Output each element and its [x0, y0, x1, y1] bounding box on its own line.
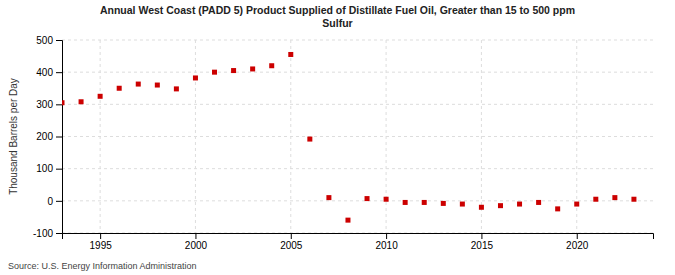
x-tick-mark	[195, 233, 196, 239]
grid-line-x	[195, 40, 196, 233]
y-tick-mark	[56, 40, 62, 41]
x-tick: 2005	[280, 233, 303, 251]
point	[536, 200, 541, 205]
point	[174, 86, 179, 91]
y-tick-label: 100	[36, 163, 53, 174]
y-tick: 200	[36, 131, 62, 142]
x-tick-label: 2015	[471, 240, 494, 251]
point	[498, 203, 503, 208]
point	[517, 202, 522, 207]
y-tick-label: 200	[36, 131, 53, 142]
y-tick: 0	[47, 196, 62, 207]
grid-line-x	[290, 40, 291, 233]
point	[62, 100, 65, 105]
point	[212, 70, 217, 75]
point	[136, 82, 141, 87]
point	[460, 202, 465, 207]
grid-line-y	[62, 40, 653, 41]
point	[422, 200, 427, 205]
grid-line-x	[100, 40, 101, 233]
y-tick-label: 500	[36, 35, 53, 46]
chart-svg: Annual West Coast (PADD 5) Product Suppl…	[0, 0, 675, 275]
x-tick-mark	[577, 233, 578, 239]
grid	[62, 40, 653, 233]
x-tick-label: 2005	[280, 240, 303, 251]
chart-container: Annual West Coast (PADD 5) Product Suppl…	[0, 0, 675, 275]
y-tick-mark	[56, 201, 62, 202]
chart-title: Annual West Coast (PADD 5) Product Suppl…	[100, 4, 575, 29]
y-tick: -100	[33, 228, 62, 239]
point	[193, 75, 198, 80]
x-tick: 2010	[375, 233, 398, 251]
y-tick-label: 0	[47, 196, 53, 207]
grid-line-y	[62, 200, 653, 201]
x-tick: 2020	[566, 233, 589, 251]
point	[117, 86, 122, 91]
y-tick-label: -100	[33, 228, 53, 239]
point	[631, 197, 636, 202]
point	[269, 63, 274, 68]
point	[365, 196, 370, 201]
x-tick: 1995	[90, 233, 113, 251]
x-tick-mark	[100, 233, 101, 239]
point	[345, 218, 350, 223]
point	[250, 66, 255, 71]
chart-title-line: Sulfur	[322, 17, 352, 29]
x-axis: 1995 2000 2005 2010 2015 2020	[63, 233, 654, 251]
grid-line-y	[62, 136, 653, 137]
x-axis-line	[63, 234, 654, 240]
x-tick-label: 2010	[375, 240, 398, 251]
y-tick-label: 400	[36, 67, 53, 78]
point	[384, 197, 389, 202]
point	[574, 202, 579, 207]
y-tick: 400	[36, 67, 62, 78]
y-tick: 500	[36, 35, 62, 46]
point	[593, 197, 598, 202]
source-note: Source: U.S. Energy Information Administ…	[8, 261, 197, 271]
point	[79, 99, 84, 104]
grid-line-x	[386, 40, 387, 233]
x-tick-mark	[291, 233, 292, 239]
x-tick-mark	[481, 233, 482, 239]
y-tick-label: 300	[36, 99, 53, 110]
y-tick-mark	[56, 137, 62, 138]
plot-area: 1995 2000 2005 2010 2015 2020 -100 0 100 200 300 40…	[33, 35, 654, 251]
point	[479, 205, 484, 210]
grid-line-y	[62, 168, 653, 169]
y-tick-mark	[56, 104, 62, 105]
grid-line-x	[481, 40, 482, 233]
y-axis-line	[56, 41, 63, 234]
y-tick-mark	[56, 233, 62, 234]
grid-line-y	[62, 104, 653, 105]
point	[555, 206, 560, 211]
x-tick-label: 2020	[566, 240, 589, 251]
point	[155, 83, 160, 88]
y-tick: 300	[36, 99, 62, 110]
y-tick-mark	[56, 169, 62, 170]
point	[231, 68, 236, 73]
grid-line-y	[62, 72, 653, 73]
point	[441, 201, 446, 206]
y-tick: 100	[36, 163, 62, 174]
y-tick-mark	[56, 72, 62, 73]
point	[98, 94, 103, 99]
y-axis: -100 0 100 200 300 400 500	[33, 35, 63, 239]
point	[403, 200, 408, 205]
x-tick-label: 1995	[90, 240, 113, 251]
point	[307, 137, 312, 142]
x-tick: 2015	[471, 233, 494, 251]
x-tick: 2000	[185, 233, 208, 251]
point	[326, 195, 331, 200]
point	[288, 52, 293, 57]
y-axis-label: Thousand Barrels per Day	[8, 78, 19, 195]
point	[612, 195, 617, 200]
points	[62, 52, 636, 223]
x-tick-mark	[386, 233, 387, 239]
x-tick-label: 2000	[185, 240, 208, 251]
chart-title-line: Annual West Coast (PADD 5) Product Suppl…	[100, 4, 575, 16]
